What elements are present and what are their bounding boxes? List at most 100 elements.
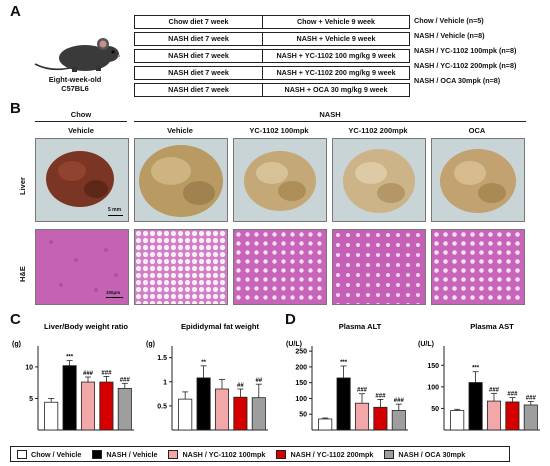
study-design-table: Chow diet 7 week Chow + Vehicle 9 week N…: [134, 15, 410, 100]
design-diet: Chow diet 7 week: [135, 16, 263, 28]
chart-plasma-ast: Plasma AST (U/L) 50 100 150 *** ### ### ###: [418, 322, 540, 431]
panel-label-d: D: [285, 311, 296, 328]
significance-label: ##: [237, 383, 244, 389]
design-treatment: NASH + YC-1102 100 mg/kg 9 week: [276, 51, 396, 60]
legend-label: NASH / YC-1102 100mpk: [182, 449, 266, 459]
chart-liver-body-ratio: Liver/Body weight ratio (g) 5 10 *** ### ### ##…: [12, 322, 134, 431]
liver-photo-chow: 5 mm: [35, 138, 129, 222]
design-treatment: Chow + Vehicle 9 week: [296, 17, 376, 26]
bar: [391, 410, 406, 431]
chart-title: Plasma AST: [470, 322, 514, 331]
design-group: NASH / YC-1102 200mpk (n=8): [414, 61, 517, 70]
design-group: NASH / OCA 30mpk (n=8): [414, 76, 501, 85]
legend-item: NASH / OCA 30mpk: [384, 449, 466, 459]
y-axis-unit: (U/L): [418, 341, 434, 348]
legend: Chow / Vehicle NASH / Vehicle NASH / YC-…: [10, 446, 510, 462]
y-tick-label: 150: [295, 380, 307, 387]
mouse-icon: [34, 38, 120, 72]
legend-label: Chow / Vehicle: [31, 449, 82, 459]
he-section-yc200: [332, 229, 426, 305]
bar: [336, 377, 351, 431]
legend-item: NASH / YC-1102 200mpk: [276, 449, 373, 459]
chart-title: Liver/Body weight ratio: [44, 322, 128, 331]
y-tick-label: 50: [431, 406, 439, 413]
chow-header-line: [35, 121, 127, 122]
he-section-nash-vehicle: [134, 229, 228, 305]
legend-swatch: [17, 449, 27, 459]
y-axis-unit: (g): [146, 341, 155, 348]
legend-swatch: [168, 449, 179, 459]
legend-label: NASH / OCA 30mpk: [398, 449, 466, 459]
bar: [214, 388, 230, 431]
y-axis-unit: (g): [12, 341, 21, 348]
bar: [373, 406, 388, 431]
bar: [178, 398, 193, 431]
bar: [318, 418, 333, 431]
chart-plasma-alt: Plasma ALT (U/L) 50 100 150 200 250 *** ### ### ##…: [286, 322, 408, 431]
y-tick-label: 200: [295, 364, 307, 371]
bar: [99, 381, 114, 431]
nash-header: NASH: [319, 110, 341, 119]
liver-photo-yc200: [332, 138, 426, 222]
bar: [505, 401, 520, 431]
panel-label-c: C: [10, 311, 21, 328]
panel-label-a: A: [10, 3, 21, 20]
significance-label: ###: [101, 370, 112, 376]
bar: [233, 396, 248, 431]
bar: [251, 397, 266, 431]
design-row: NASH diet 7 week NASH + OCA 30 mg/kg 9 w…: [134, 83, 410, 97]
mouse-caption-line2: C57BL6: [61, 84, 89, 93]
design-diet: NASH diet 7 week: [135, 50, 263, 62]
legend-swatch: [92, 449, 103, 459]
design-group: Chow / Vehicle (n=5): [414, 16, 484, 25]
significance-label: ###: [489, 387, 500, 393]
significance-label: ###: [375, 393, 386, 399]
design-row: Chow diet 7 week Chow + Vehicle 9 week: [134, 15, 410, 29]
bar: [523, 404, 538, 431]
significance-label: ***: [66, 355, 74, 361]
chart-epididymal-fat: Epididymal fat weight (g) 0.5 1 1.5 ** ## ##: [146, 322, 268, 431]
significance-label: ###: [526, 396, 537, 402]
nash-header-line: [134, 121, 526, 122]
y-tick-label: 5: [29, 396, 33, 403]
liver-photo-oca: [431, 138, 525, 222]
bar: [486, 400, 502, 431]
y-tick-label: 1: [163, 379, 167, 386]
bar: [468, 382, 483, 431]
legend-item: NASH / Vehicle: [92, 449, 157, 459]
y-tick-label: 1.5: [157, 355, 167, 362]
panel-label-b: B: [10, 100, 21, 117]
significance-label: ***: [340, 360, 348, 366]
mouse-caption-line1: Eight-week-old: [48, 75, 102, 84]
significance-label: ###: [507, 392, 518, 398]
y-tick-label: 0.5: [157, 403, 167, 410]
scale-label-liver: 5 mm: [108, 207, 122, 213]
significance-label: ***: [472, 366, 480, 372]
design-group: NASH / Vehicle (n=8): [414, 31, 485, 40]
column-header: OCA: [468, 126, 486, 135]
column-header: YC-1102 200mpk: [348, 126, 408, 135]
design-diet: NASH diet 7 week: [135, 67, 263, 79]
column-header: Vehicle: [68, 126, 94, 135]
design-row: NASH diet 7 week NASH + Vehicle 9 week: [134, 32, 410, 46]
he-section-yc100: [233, 229, 327, 305]
chart-title: Epididymal fat weight: [181, 322, 260, 331]
design-row: NASH diet 7 week NASH + YC-1102 200 mg/k…: [134, 66, 410, 80]
column-header: Vehicle: [167, 126, 193, 135]
significance-label: ###: [83, 371, 94, 377]
bar: [450, 410, 465, 431]
design-row: NASH diet 7 week NASH + YC-1102 100 mg/k…: [134, 49, 410, 63]
design-group: NASH / YC-1102 100mpk (n=8): [414, 46, 517, 55]
legend-swatch: [384, 449, 395, 459]
row-label-liver: Liver: [18, 177, 27, 195]
bar: [354, 402, 370, 431]
bar: [80, 381, 96, 431]
mouse-caption: Eight-week-old C57BL6: [30, 75, 120, 93]
he-section-oca: [431, 229, 525, 305]
scale-label-he: 100μm: [106, 290, 121, 295]
liver-photo-nash-vehicle: [134, 138, 228, 222]
design-treatment: NASH + OCA 30 mg/kg 9 week: [284, 85, 388, 94]
y-tick-label: 250: [295, 349, 307, 356]
y-tick-label: 100: [427, 384, 439, 391]
scale-bar: [108, 215, 123, 216]
